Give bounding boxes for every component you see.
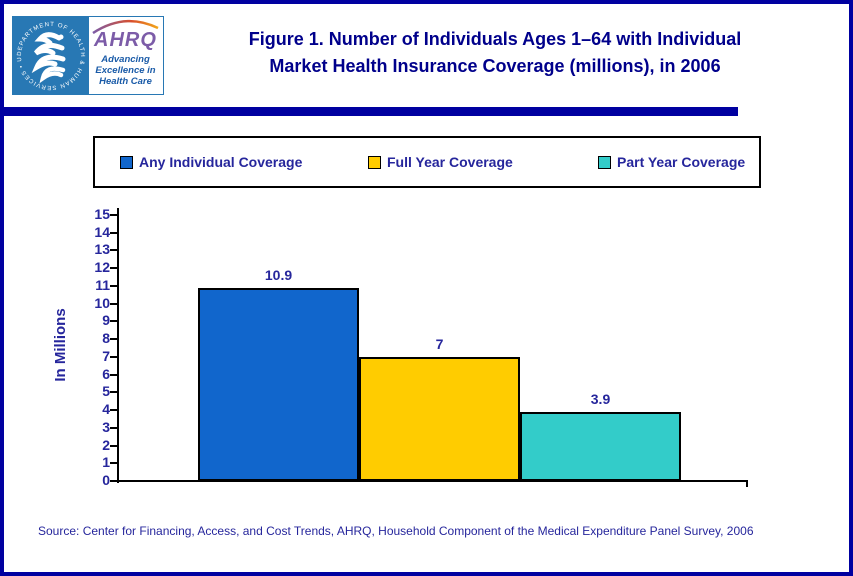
y-tick-mark — [110, 338, 117, 341]
y-tick-label: 0 — [102, 472, 110, 488]
legend-label: Full Year Coverage — [387, 154, 513, 170]
y-tick-mark — [110, 373, 117, 376]
chart-legend: Any Individual Coverage Full Year Coverag… — [93, 136, 761, 188]
y-axis-line — [117, 208, 119, 483]
figure-title-line-1: Figure 1. Number of Individuals Ages 1–6… — [248, 29, 742, 49]
y-tick-mark — [110, 444, 117, 447]
y-tick-mark — [110, 409, 117, 412]
y-tick-mark — [110, 320, 117, 323]
y-tick-label: 11 — [95, 276, 110, 293]
ahrq-tagline: Advancing Excellence in Health Care — [89, 54, 162, 87]
y-tick-label: 15 — [94, 206, 110, 222]
y-tick-mark — [110, 249, 117, 252]
y-tick-mark — [110, 214, 117, 216]
y-tick-label: 7 — [102, 347, 110, 364]
figure-title: Figure 1. Number of Individuals Ages 1–6… — [190, 26, 800, 80]
ahrq-swoosh-icon — [92, 19, 159, 34]
y-tick-mark — [110, 231, 117, 234]
y-tick-label: 3 — [102, 418, 110, 435]
legend-swatch — [368, 155, 381, 169]
y-tick-label: 2 — [102, 436, 110, 453]
legend-swatch — [598, 155, 611, 169]
y-tick-label: 12 — [94, 259, 110, 276]
tagline-line-1: Advancing — [101, 54, 150, 65]
y-tick-label: 10 — [94, 294, 110, 311]
bar-chart: In Millions 0 1 2 3 4 5 6 7 8 9 10 11 12 13 14 15 10.9 7 3… — [40, 200, 820, 512]
legend-item: Part Year Coverage — [598, 154, 745, 170]
legend-item: Any Individual Coverage — [120, 154, 302, 170]
y-tick-mark — [110, 302, 117, 305]
hhs-ahrq-logo: DEPARTMENT OF HEALTH & HUMAN SERVICES • … — [12, 16, 164, 95]
y-tick-mark — [110, 267, 117, 270]
y-tick-mark — [110, 391, 117, 394]
source-note: Source: Center for Financing, Access, an… — [38, 524, 754, 538]
bar-value-label: 3.9 — [590, 390, 611, 407]
legend-item: Full Year Coverage — [368, 154, 513, 170]
figure-title-line-2: Market Health Insurance Coverage (millio… — [269, 56, 721, 76]
hhs-seal: DEPARTMENT OF HEALTH & HUMAN SERVICES • … — [13, 17, 89, 94]
y-tick-mark — [110, 480, 117, 482]
bar-1 — [359, 356, 520, 481]
y-tick-label: 8 — [102, 330, 110, 347]
bar-value-label: 10.9 — [264, 266, 293, 283]
y-tick-label: 1 — [102, 454, 110, 471]
x-axis-line — [117, 480, 748, 482]
tagline-line-2: Excellence in — [95, 65, 156, 76]
legend-swatch — [120, 155, 133, 169]
hhs-eagle-icon — [31, 32, 66, 84]
tagline-line-3: Health Care — [99, 76, 152, 87]
bar-2 — [520, 411, 681, 481]
legend-label: Any Individual Coverage — [139, 154, 303, 170]
legend-label: Part Year Coverage — [617, 154, 746, 170]
y-tick-label: 13 — [94, 241, 110, 258]
y-tick-label: 5 — [102, 383, 110, 400]
y-tick-mark — [110, 284, 117, 287]
y-tick-mark — [110, 426, 117, 429]
y-tick-label: 14 — [94, 223, 110, 240]
y-axis-title: In Millions — [52, 308, 69, 382]
bar-value-label: 7 — [435, 335, 444, 352]
x-axis-end-tick — [746, 481, 748, 487]
y-tick-label: 4 — [102, 401, 110, 418]
bar-0 — [198, 287, 359, 481]
y-tick-label: 6 — [102, 365, 110, 382]
y-tick-mark — [110, 355, 117, 358]
ahrq-logo-panel: AHRQ Advancing Excellence in Health Care — [89, 17, 162, 94]
ahrq-wordmark: AHRQ — [94, 29, 157, 51]
header-divider-rule — [4, 107, 738, 116]
y-tick-mark — [110, 462, 117, 465]
y-tick-label: 9 — [102, 312, 110, 329]
